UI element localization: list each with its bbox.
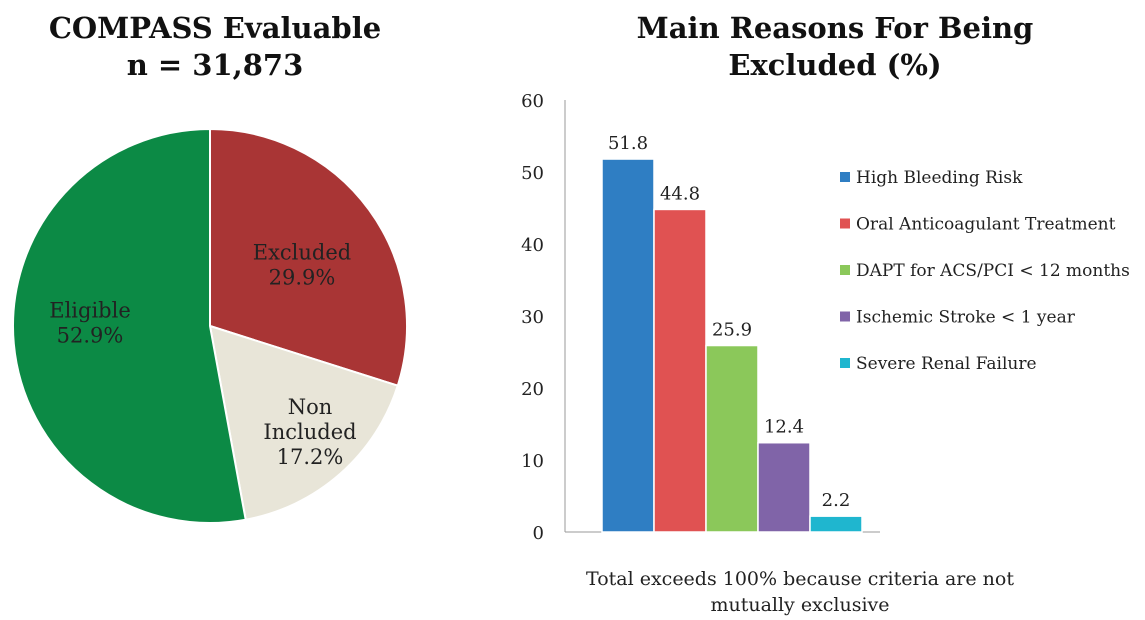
bar (757, 441, 811, 533)
bar-chart-footnote: Total exceeds 100% because criteria are … (540, 566, 1060, 618)
y-tick-label: 60 (521, 91, 544, 112)
legend-label: Severe Renal Failure (856, 354, 1037, 374)
pie-slice-label: Excluded (253, 241, 352, 265)
pie-slice-label: 29.9% (269, 266, 336, 290)
legend-swatch (840, 218, 850, 229)
legend-label: DAPT for ACS/PCI < 12 months (856, 261, 1130, 281)
bar-title-line-2: Excluded (%) (728, 48, 942, 82)
pie-slice-label: 52.9% (57, 324, 124, 348)
pie-slice-label: Eligible (49, 299, 131, 323)
bar (809, 515, 863, 533)
bar-data-label: 25.9 (712, 320, 752, 341)
legend-label: Ischemic Stroke < 1 year (856, 308, 1076, 328)
pie-slice-label: Included (263, 420, 356, 444)
legend-swatch (840, 265, 850, 275)
bar (653, 208, 707, 533)
legend-label: Oral Anticoagulant Treatment (856, 215, 1116, 235)
y-tick-label: 40 (521, 235, 544, 256)
pie-title-line-2: n = 31,873 (126, 48, 304, 82)
bar-title-line-1: Main Reasons For Being (636, 11, 1034, 45)
pie-title-line-1: COMPASS Evaluable (48, 11, 382, 45)
pie-slice (209, 127, 408, 387)
footnote-line-1: Total exceeds 100% because criteria are … (586, 568, 1014, 590)
legend-swatch (840, 172, 850, 182)
bar-chart-title: Main Reasons For Being Excluded (%) (610, 10, 1060, 84)
bar-data-label: 2.2 (822, 490, 851, 511)
pie-slice-label: 17.2% (277, 445, 344, 469)
pie-slice-label: Non (288, 395, 333, 419)
y-tick-label: 20 (521, 379, 544, 400)
pie-slice (12, 127, 247, 524)
pie-chart-title: COMPASS Evaluable n = 31,873 (20, 10, 410, 84)
bar (601, 158, 655, 533)
pie-slice (208, 324, 399, 521)
footnote-line-2: mutually exclusive (710, 594, 890, 616)
y-tick-label: 50 (521, 163, 544, 184)
legend-swatch (840, 311, 850, 322)
bar-data-label: 12.4 (764, 417, 804, 438)
bar-data-label: 44.8 (660, 183, 700, 204)
y-tick-label: 0 (533, 523, 544, 544)
y-tick-label: 30 (521, 307, 544, 328)
legend-swatch (840, 358, 850, 368)
bar-data-label: 51.8 (608, 133, 648, 154)
legend-label: High Bleeding Risk (856, 168, 1023, 188)
y-tick-label: 10 (521, 451, 544, 472)
bar (705, 344, 759, 533)
